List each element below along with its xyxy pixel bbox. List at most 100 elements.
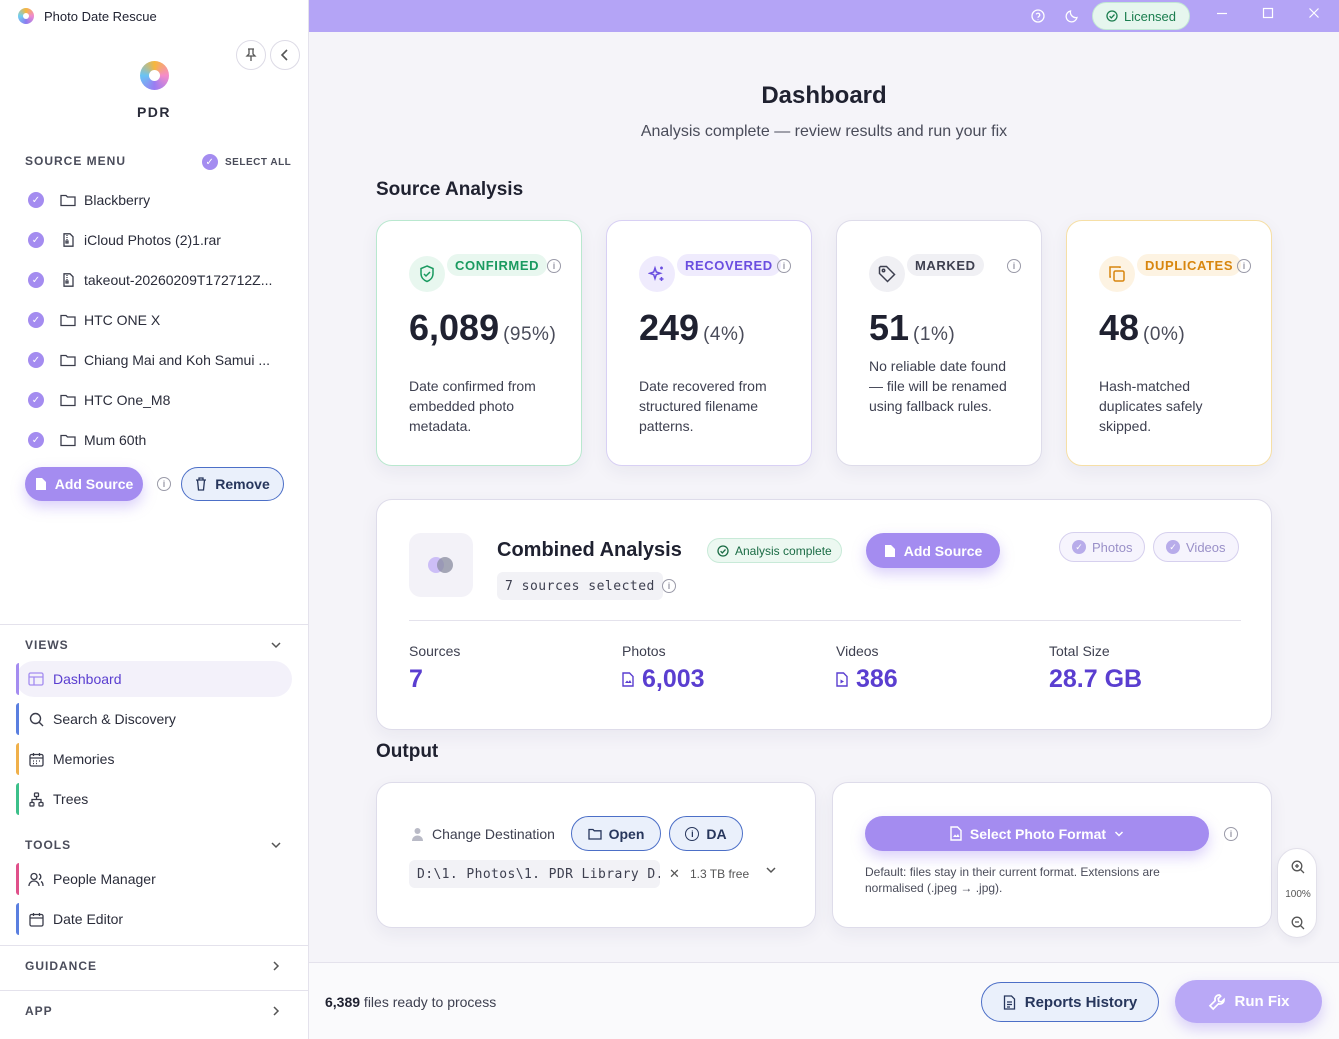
app-section-title[interactable]: APP [25,1004,53,1018]
info-icon[interactable]: i [1007,259,1021,273]
select-all-label: SELECT ALL [225,156,292,168]
chevron-right-icon[interactable] [270,960,282,972]
chevron-down-icon[interactable] [270,640,282,650]
calendar-icon [28,751,44,767]
folder-icon [60,314,76,327]
tag-icon [869,256,905,292]
nav-accent-bar [16,783,19,815]
divider [409,620,1241,621]
people-icon [28,871,44,887]
confirmed-description: Date confirmed from embedded photo metad… [409,378,536,434]
collapse-sidebar-button[interactable] [270,40,300,70]
tools-section-title[interactable]: TOOLS [25,838,72,852]
views-section-title[interactable]: VIEWS [25,638,69,652]
source-item[interactable]: ✓ takeout-20260209T172712Z... [28,260,298,300]
open-button[interactable]: Open [571,816,661,851]
duplicates-value: 48 (0%) [1099,307,1186,348]
info-icon[interactable]: i [662,579,676,593]
guidance-section-title[interactable]: GUIDANCE [25,959,98,973]
duplicates-card: DUPLICATES i 48 (0%) Hash-matched duplica… [1066,220,1272,466]
nav-item-label: Dashboard [53,671,122,687]
videos-filter-chip[interactable]: ✓ Videos [1153,532,1239,562]
nav-accent-bar [16,703,19,735]
zoom-in-icon[interactable] [1290,859,1306,875]
tree-icon [28,791,44,807]
select-all-toggle[interactable]: ✓ SELECT ALL [202,154,291,170]
check-icon: ✓ [1166,540,1180,554]
source-item[interactable]: ✓ HTC ONE X [28,300,298,340]
source-item[interactable]: ✓ HTC One_M8 [28,380,298,420]
nav-accent-bar [16,743,19,775]
maximize-icon[interactable] [1258,6,1278,24]
zoom-out-icon[interactable] [1290,915,1306,931]
photos-metric: Photos 6,003 [622,643,705,693]
add-source-label: Add Source [54,476,134,492]
nav-item-search-discovery[interactable]: Search & Discovery [16,701,292,737]
chevron-right-icon[interactable] [270,1005,282,1017]
help-icon[interactable] [1030,8,1046,24]
add-source-button[interactable]: Add Source [25,467,143,501]
zoom-level: 100% [1285,889,1311,900]
photos-filter-chip[interactable]: ✓ Photos [1059,532,1146,562]
check-icon[interactable]: ✓ [28,432,44,448]
reports-history-button[interactable]: Reports History [981,982,1159,1022]
check-icon[interactable]: ✓ [28,352,44,368]
photo-file-icon [950,826,962,841]
moon-icon[interactable] [1064,8,1080,24]
source-item-label: Chiang Mai and Koh Samui ... [84,352,270,368]
confirmed-card: CONFIRMED i 6,089 (95%) Date confirmed fr… [376,220,582,466]
zoom-panel: 100% [1277,848,1317,938]
add-source-button[interactable]: Add Source [866,533,1000,568]
chevron-down-icon[interactable] [270,840,282,850]
source-list: ✓ Blackberry ✓ iCloud Photos (2)1.rar ✓ … [28,180,298,460]
info-icon[interactable]: i [1224,827,1238,841]
source-item[interactable]: ✓ Blackberry [28,180,298,220]
nav-item-date-editor[interactable]: Date Editor [16,901,292,937]
calendar-icon [28,911,44,927]
da-button[interactable]: i DA [669,816,743,851]
pin-sidebar-button[interactable] [236,40,266,70]
photo-file-icon [622,672,634,687]
file-plus-icon [884,544,895,557]
output-title: Output [376,741,439,762]
window-title: Photo Date Rescue [44,8,157,24]
select-photo-format-button[interactable]: Select Photo Format [865,816,1209,851]
sources-metric: Sources 7 [409,643,461,693]
shield-check-icon [409,256,445,292]
info-icon[interactable]: i [157,477,171,491]
destination-path-field[interactable]: D:\1. Photos\1. PDR Library D... [409,860,660,888]
nav-item-dashboard[interactable]: Dashboard [16,661,292,697]
license-badge[interactable]: Licensed [1092,2,1190,30]
nav-accent-bar [16,663,19,695]
user-icon [412,828,423,841]
source-analysis-title: Source Analysis [376,179,524,200]
check-icon[interactable]: ✓ [28,312,44,328]
info-icon[interactable]: i [777,259,791,273]
nav-item-people-manager[interactable]: People Manager [16,861,292,897]
remove-button[interactable]: Remove [181,467,284,501]
source-item[interactable]: ✓ iCloud Photos (2)1.rar [28,220,298,260]
nav-item-trees[interactable]: Trees [16,781,292,817]
check-icon[interactable]: ✓ [28,232,44,248]
source-item-label: HTC One_M8 [84,392,171,408]
analysis-complete-badge: Analysis complete [707,538,842,563]
check-icon[interactable]: ✓ [28,192,44,208]
minimize-icon[interactable] [1212,6,1232,24]
nav-item-label: Search & Discovery [53,711,176,727]
folder-icon [60,354,76,367]
check-icon[interactable]: ✓ [28,272,44,288]
close-icon[interactable] [1304,6,1324,24]
source-item[interactable]: ✓ Mum 60th [28,420,298,460]
clear-path-icon[interactable]: ✕ [669,866,680,881]
sources-selected-chip: 7 sources selected [497,572,663,600]
check-icon[interactable]: ✓ [28,392,44,408]
sparkle-icon [639,256,675,292]
info-icon[interactable]: i [1237,259,1251,273]
info-icon[interactable]: i [547,259,561,273]
pin-icon [245,48,257,61]
source-item[interactable]: ✓ Chiang Mai and Koh Samui ... [28,340,298,380]
check-icon: ✓ [202,154,218,170]
nav-item-memories[interactable]: Memories [16,741,292,777]
chevron-down-icon[interactable] [765,865,777,875]
run-fix-button[interactable]: Run Fix [1175,980,1322,1023]
